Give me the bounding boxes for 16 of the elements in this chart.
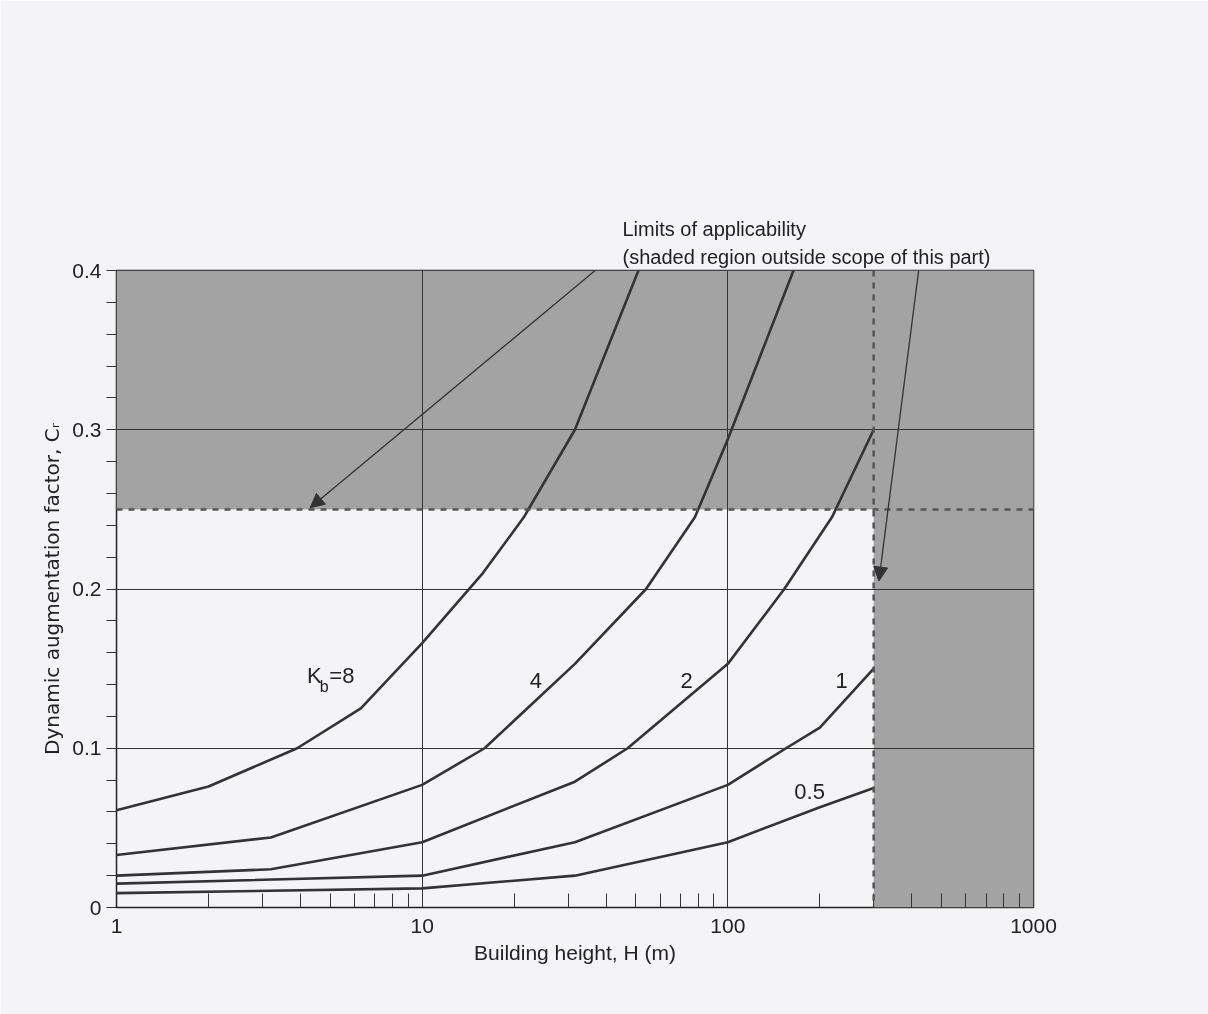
series-label: 1 xyxy=(835,667,848,693)
series-label: 2 xyxy=(680,667,693,693)
x-tick-label: 100 xyxy=(710,913,746,937)
y-tick-label: 0.4 xyxy=(72,258,102,282)
y-tick-label: 0.3 xyxy=(72,417,102,441)
series-label: 4 xyxy=(529,667,543,693)
y-tick-label: 0.1 xyxy=(72,736,102,760)
x-tick-label: 10 xyxy=(410,913,434,937)
y-tick-label: 0 xyxy=(89,895,102,919)
x-axis-title: Building height, H (m) xyxy=(474,940,676,964)
x-tick-label: 1 xyxy=(110,913,123,937)
text: Limits of applicability (shaded region outside scope of this part) xyxy=(622,217,991,269)
y-axis-title: Dynamic augmentation factor, Cᵣ xyxy=(40,422,65,755)
y-tick-label: 0.2 xyxy=(72,577,102,600)
x-tick-label: 1000 xyxy=(1010,913,1057,937)
series-label: 0.5 xyxy=(794,779,825,805)
